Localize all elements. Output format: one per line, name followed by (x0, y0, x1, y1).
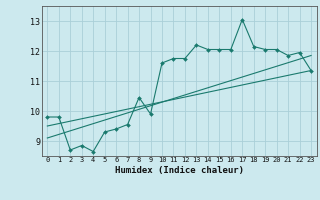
X-axis label: Humidex (Indice chaleur): Humidex (Indice chaleur) (115, 166, 244, 175)
